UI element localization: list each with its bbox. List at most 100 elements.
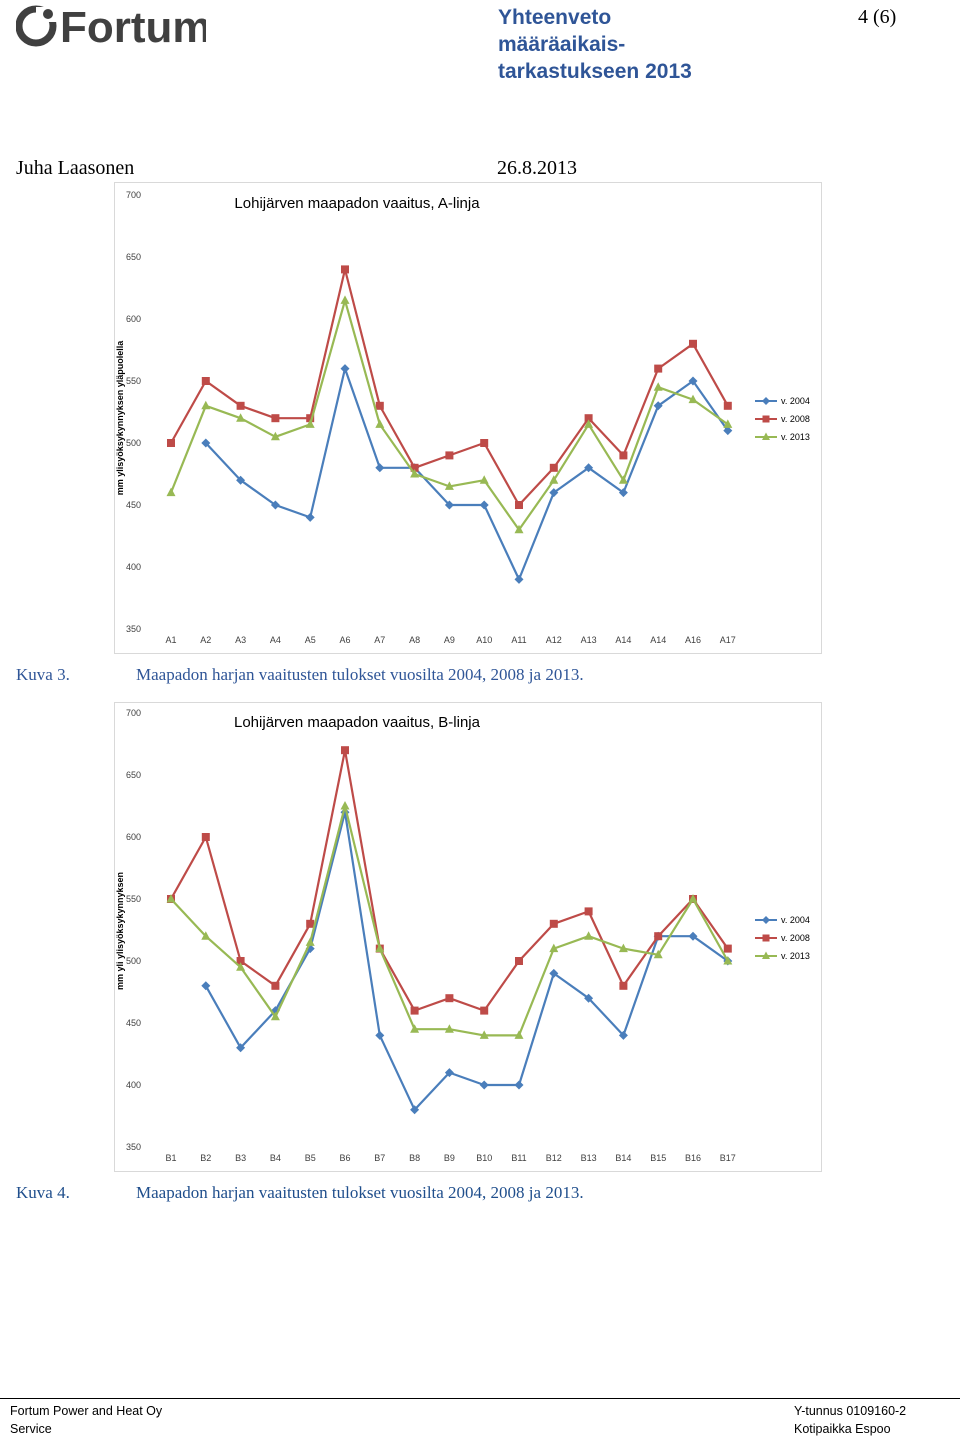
x-tick-label: A5 bbox=[305, 635, 316, 645]
data-point bbox=[549, 943, 559, 953]
y-tick-label: 650 bbox=[126, 252, 141, 262]
data-point bbox=[514, 1030, 524, 1039]
data-point bbox=[340, 807, 350, 817]
legend-label: v. 2004 bbox=[781, 915, 810, 925]
data-point bbox=[167, 439, 175, 447]
data-point bbox=[270, 1011, 280, 1021]
x-tick-label: B4 bbox=[270, 1153, 281, 1163]
series-line bbox=[204, 811, 729, 1111]
data-point bbox=[410, 469, 420, 478]
data-point bbox=[688, 931, 698, 941]
logo-wordmark: Fortum bbox=[60, 3, 206, 48]
series-v2013 bbox=[166, 295, 733, 534]
data-point bbox=[618, 475, 628, 484]
chart-title: Lohijärven maapadon vaaitus, B-linja bbox=[234, 714, 481, 731]
document-date: 26.8.2013 bbox=[497, 157, 577, 179]
footer-divider bbox=[0, 1398, 960, 1399]
caption-text: Maapadon harjan vaaitusten tulokset vuos… bbox=[136, 1183, 584, 1202]
x-tick-label: B8 bbox=[409, 1153, 420, 1163]
data-point bbox=[201, 438, 211, 448]
data-point bbox=[341, 746, 349, 755]
x-tick-label: A8 bbox=[409, 635, 420, 645]
x-tick-label: A1 bbox=[165, 635, 176, 645]
y-tick-label: 650 bbox=[126, 770, 141, 780]
x-tick-label: B11 bbox=[511, 1153, 526, 1163]
x-tick-label: B15 bbox=[650, 1153, 666, 1163]
chart-title: Lohijärven maapadon vaaitus, A-linja bbox=[234, 195, 480, 212]
data-point bbox=[236, 1043, 246, 1053]
data-point bbox=[445, 994, 454, 1003]
x-tick-label: A6 bbox=[339, 635, 350, 645]
data-point bbox=[166, 894, 176, 903]
y-axis-label: mm yli ylisyöksykynnyksen bbox=[115, 872, 125, 990]
x-tick-label: B9 bbox=[444, 1153, 455, 1163]
x-tick-label: A16 bbox=[685, 635, 701, 645]
data-point bbox=[549, 463, 558, 472]
data-point bbox=[410, 463, 419, 472]
y-tick-label: 350 bbox=[126, 1142, 141, 1152]
legend-label: v. 2013 bbox=[781, 432, 810, 442]
data-point bbox=[375, 463, 385, 473]
y-tick-label: 400 bbox=[126, 562, 141, 572]
author-name: Juha Laasonen bbox=[16, 157, 135, 179]
data-point bbox=[341, 265, 349, 274]
title-line: Yhteenveto bbox=[498, 6, 612, 29]
x-tick-label: A2 bbox=[200, 635, 211, 645]
data-point bbox=[236, 957, 245, 965]
legend-marker bbox=[762, 934, 770, 942]
footer-unit: Service bbox=[10, 1422, 52, 1436]
footer-company: Fortum Power and Heat Oy bbox=[10, 1404, 163, 1418]
legend-label: v. 2008 bbox=[781, 414, 810, 424]
x-tick-label: A12 bbox=[546, 635, 562, 645]
data-point bbox=[723, 944, 732, 953]
data-point bbox=[236, 475, 246, 485]
series-line bbox=[170, 749, 729, 1012]
data-point bbox=[340, 801, 350, 810]
caption-text: Maapadon harjan vaaitusten tulokset vuos… bbox=[136, 665, 584, 684]
data-point bbox=[549, 968, 559, 978]
data-point bbox=[444, 500, 454, 510]
x-tick-label: A7 bbox=[374, 635, 385, 645]
data-point bbox=[653, 949, 663, 959]
data-point bbox=[375, 419, 385, 428]
data-point bbox=[444, 1068, 454, 1078]
data-point bbox=[271, 414, 280, 423]
legend-marker bbox=[762, 432, 770, 440]
caption-label: Kuva 4. bbox=[16, 1183, 70, 1202]
x-tick-label: A14 bbox=[650, 635, 666, 645]
data-point bbox=[306, 919, 315, 928]
legend-label: v. 2008 bbox=[781, 933, 810, 943]
series-v2004 bbox=[201, 364, 733, 584]
data-point bbox=[723, 419, 733, 428]
x-tick-label: A11 bbox=[511, 635, 526, 645]
data-point bbox=[305, 944, 315, 954]
series-v2008 bbox=[167, 265, 732, 509]
series-line bbox=[169, 299, 729, 531]
data-point bbox=[549, 488, 559, 498]
y-axis-label: mm ylisyöksykynnyksen yläpuolella bbox=[115, 340, 125, 496]
x-tick-label: B6 bbox=[339, 1153, 350, 1163]
x-tick-label: B7 bbox=[374, 1153, 385, 1163]
data-point bbox=[723, 956, 733, 965]
data-point bbox=[375, 943, 385, 953]
y-tick-label: 600 bbox=[126, 832, 141, 842]
x-tick-label: A14 bbox=[615, 635, 631, 645]
x-tick-label: B16 bbox=[685, 1153, 701, 1163]
x-tick-label: A10 bbox=[476, 635, 492, 645]
page-number: 4 (6) bbox=[858, 6, 897, 28]
data-point bbox=[584, 419, 594, 428]
data-point bbox=[201, 931, 211, 940]
x-tick-label: A13 bbox=[581, 635, 597, 645]
data-point bbox=[270, 431, 280, 441]
data-point bbox=[584, 414, 593, 423]
data-point bbox=[688, 894, 698, 903]
y-tick-label: 600 bbox=[126, 314, 141, 324]
data-point bbox=[688, 394, 698, 404]
data-point bbox=[236, 962, 246, 971]
data-point bbox=[479, 475, 489, 484]
data-point bbox=[340, 364, 350, 374]
fortum-swirl-icon bbox=[16, 5, 58, 47]
caption-label: Kuva 3. bbox=[16, 665, 70, 684]
footer-address: Kotipaikka Espoo bbox=[794, 1422, 891, 1436]
data-point bbox=[618, 488, 628, 498]
